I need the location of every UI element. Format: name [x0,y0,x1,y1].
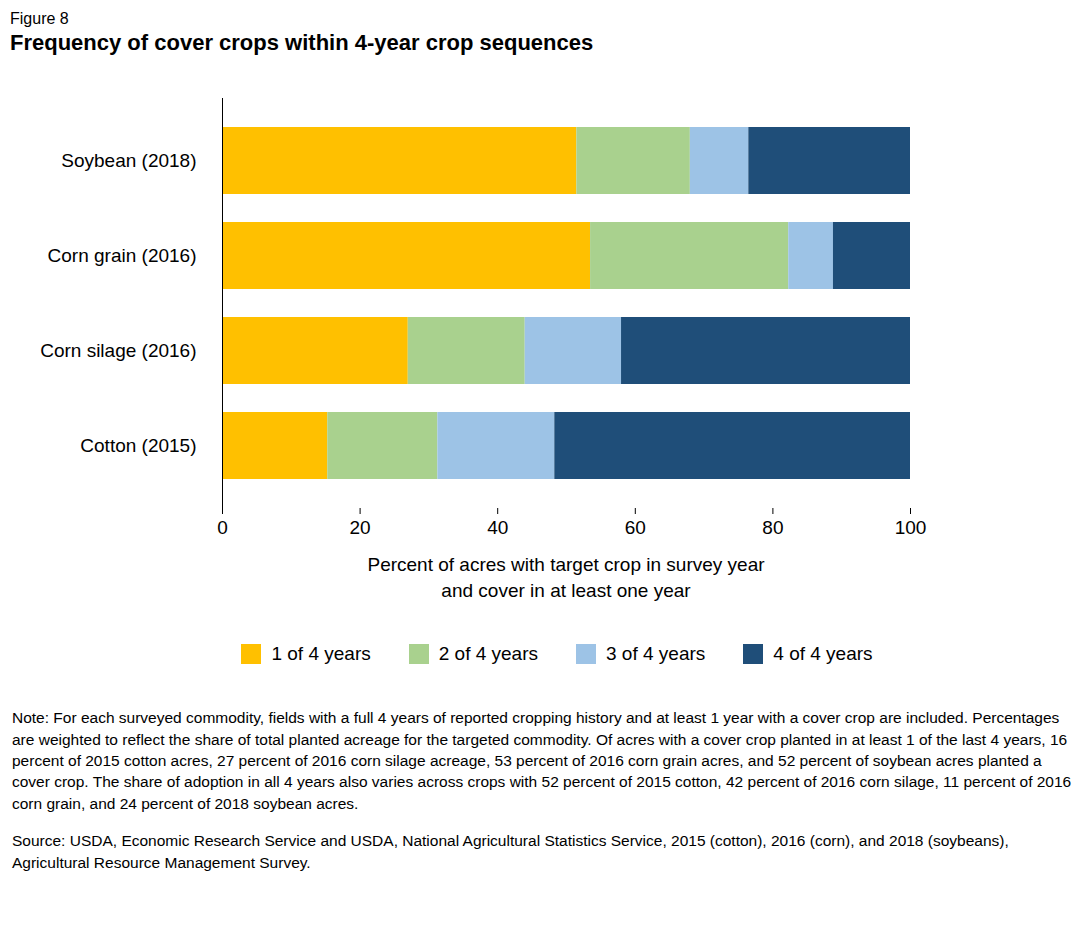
html-text:Source: USDA, Economic Researc: Source: USDA, Economic Research Service … [12,832,1009,871]
svg-text:Corn grain (2016): Corn grain (2016) [48,245,197,266]
html-text:4 of 4 years: 4 of 4 years [773,643,873,665]
svg-text:100: 100 [895,517,927,538]
html-text:Frequency of cover crops withi: Frequency of cover crops within 4-year c… [10,30,594,55]
svg-text:60: 60 [625,517,646,538]
svg-text:40: 40 [487,517,508,538]
html-text:Note: For each surveyed commod: Note: For each surveyed commodity, field… [12,709,1072,812]
svg-text:Corn silage (2016): Corn silage (2016) [40,340,196,361]
html-text:Figure 8: Figure 8 [10,10,69,27]
html-text:3 of 4 years: 3 of 4 years [606,643,706,665]
svg-text:Soybean (2018): Soybean (2018) [61,150,196,171]
html-text:Percent of acres with target c: Percent of acres with target crop in sur… [367,554,765,601]
html-text:2 of 4 years: 2 of 4 years [438,643,538,665]
svg-text:Cotton (2015): Cotton (2015) [80,435,196,456]
svg-text:80: 80 [762,517,783,538]
svg-text:0: 0 [217,517,228,538]
svg-text:20: 20 [350,517,371,538]
html-text:1 of 4 years: 1 of 4 years [271,643,371,665]
